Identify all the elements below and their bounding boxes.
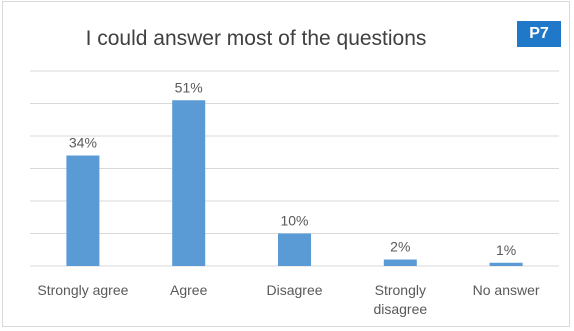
bar: [66, 155, 100, 266]
category-label: Strongly: [375, 282, 426, 298]
data-label: 10%: [280, 213, 308, 229]
category-label: disagree: [373, 301, 427, 317]
bar: [278, 233, 311, 266]
bar: [383, 259, 417, 266]
chart-frame: I could answer most of the questions P7 …: [2, 1, 570, 327]
chart-title: I could answer most of the questions: [85, 27, 427, 50]
category-label: No answer: [473, 282, 540, 298]
data-label: 51%: [175, 79, 203, 95]
page-badge: P7: [517, 21, 561, 47]
data-label: 2%: [390, 239, 410, 255]
bar-chart: 34% Strongly agree 51% Agree 10% Disagree 2% St…: [30, 70, 559, 317]
data-label: 34%: [69, 135, 97, 151]
category-label: Agree: [170, 282, 208, 298]
bar: [489, 262, 523, 266]
category-label: Strongly agree: [37, 282, 128, 298]
data-label: 1%: [496, 242, 516, 258]
bar: [172, 100, 206, 266]
category-label: Disagree: [266, 282, 322, 298]
